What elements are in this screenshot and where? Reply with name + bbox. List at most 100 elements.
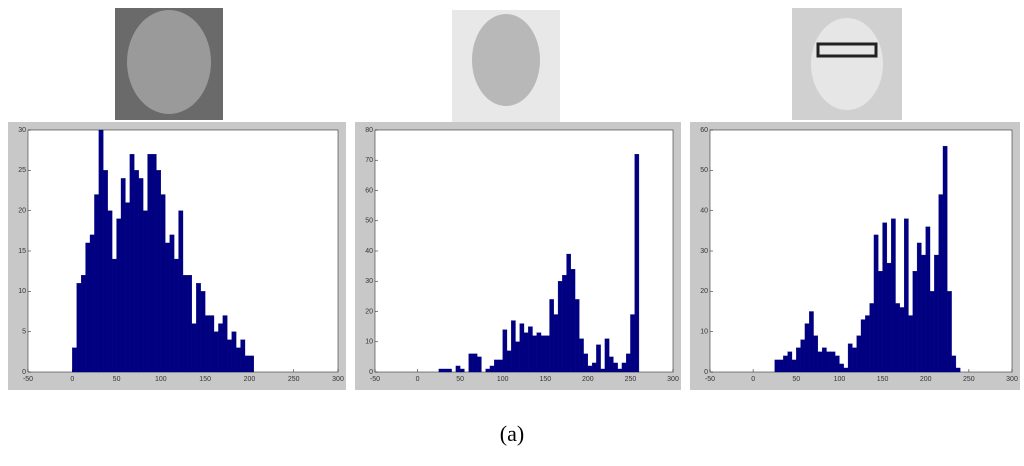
y-tick-label: 30 — [365, 278, 373, 285]
x-tick-label: 50 — [456, 376, 464, 383]
bar — [249, 355, 255, 373]
bar — [886, 262, 892, 373]
bar — [916, 242, 922, 373]
y-tick-label: 60 — [700, 127, 708, 134]
bar — [830, 351, 836, 373]
y-tick-label: 50 — [700, 167, 708, 174]
x-tick-label: 250 — [288, 376, 300, 383]
bar — [891, 218, 896, 373]
bar — [116, 218, 122, 373]
bar — [468, 353, 474, 373]
bar — [591, 362, 597, 373]
y-tick-label: 10 — [18, 288, 26, 295]
bar — [498, 359, 503, 373]
x-tick-label: 300 — [667, 376, 679, 383]
bar — [515, 341, 520, 373]
bar — [856, 335, 862, 373]
bar — [477, 356, 482, 373]
bar — [244, 355, 250, 373]
bar — [800, 339, 806, 373]
bar — [129, 154, 135, 373]
bar — [596, 344, 601, 373]
x-tick-label: 100 — [155, 376, 167, 383]
bar — [472, 353, 478, 373]
caption: (a) — [500, 421, 524, 446]
bar — [98, 129, 104, 373]
bar — [187, 275, 193, 373]
bar — [938, 194, 944, 373]
bar — [942, 145, 948, 373]
y-tick-label: 40 — [365, 248, 373, 255]
y-tick-label: 50 — [365, 218, 373, 225]
x-tick-label: 200 — [582, 376, 594, 383]
bar — [899, 307, 905, 373]
bar — [209, 315, 215, 373]
bar — [951, 355, 957, 373]
bar — [947, 291, 952, 373]
bar — [156, 170, 162, 373]
bar — [617, 368, 623, 373]
y-tick-label: 0 — [22, 369, 26, 376]
bar — [929, 291, 935, 373]
x-tick-label: -50 — [370, 376, 380, 383]
bar — [826, 351, 831, 373]
bar — [813, 335, 819, 373]
bar — [604, 338, 610, 373]
y-tick-label: 40 — [700, 208, 708, 215]
bar — [583, 353, 589, 373]
bar — [545, 335, 550, 373]
x-tick-label: 150 — [199, 376, 211, 383]
x-tick-label: 150 — [539, 376, 551, 383]
bar — [791, 359, 797, 373]
bar — [869, 303, 875, 373]
bar — [511, 320, 516, 373]
y-tick-label: 0 — [704, 369, 708, 376]
bar — [532, 335, 537, 373]
y-tick-label: 15 — [18, 248, 26, 255]
bar — [494, 359, 499, 373]
bar — [852, 347, 857, 373]
bar — [134, 170, 139, 373]
bar — [506, 350, 512, 373]
bar — [809, 311, 814, 373]
bar — [182, 275, 188, 373]
bar — [796, 347, 801, 373]
bar — [882, 222, 888, 373]
bar — [147, 154, 153, 373]
bar — [72, 347, 77, 373]
y-tick-label: 10 — [700, 329, 708, 336]
y-tick-label: 25 — [18, 167, 26, 174]
x-tick-label: 300 — [1006, 376, 1018, 383]
y-tick-label: 80 — [365, 127, 373, 134]
bar — [528, 326, 533, 373]
bar — [587, 365, 593, 373]
bar — [160, 194, 166, 373]
bar — [169, 234, 175, 373]
bar — [222, 315, 228, 373]
x-tick-label: 250 — [625, 376, 637, 383]
bar — [107, 210, 113, 373]
bar — [787, 351, 793, 373]
bar — [865, 315, 870, 373]
bar — [621, 362, 627, 373]
bar — [847, 343, 853, 373]
bar — [218, 323, 224, 373]
y-tick-label: 30 — [700, 248, 708, 255]
bar — [165, 242, 170, 373]
bar — [89, 234, 95, 373]
bar — [600, 368, 606, 373]
x-tick-label: 0 — [416, 376, 420, 383]
x-tick-label: 200 — [244, 376, 256, 383]
y-tick-label: 70 — [365, 157, 373, 164]
bar — [562, 275, 567, 373]
bar — [817, 351, 823, 373]
bar — [774, 359, 780, 373]
bar — [934, 254, 939, 373]
bar — [111, 258, 117, 373]
bar — [442, 368, 448, 373]
x-tick-label: 0 — [751, 376, 755, 383]
bar — [834, 355, 840, 373]
bar — [912, 271, 918, 373]
bar — [240, 339, 246, 373]
y-tick-label: 60 — [365, 187, 373, 194]
